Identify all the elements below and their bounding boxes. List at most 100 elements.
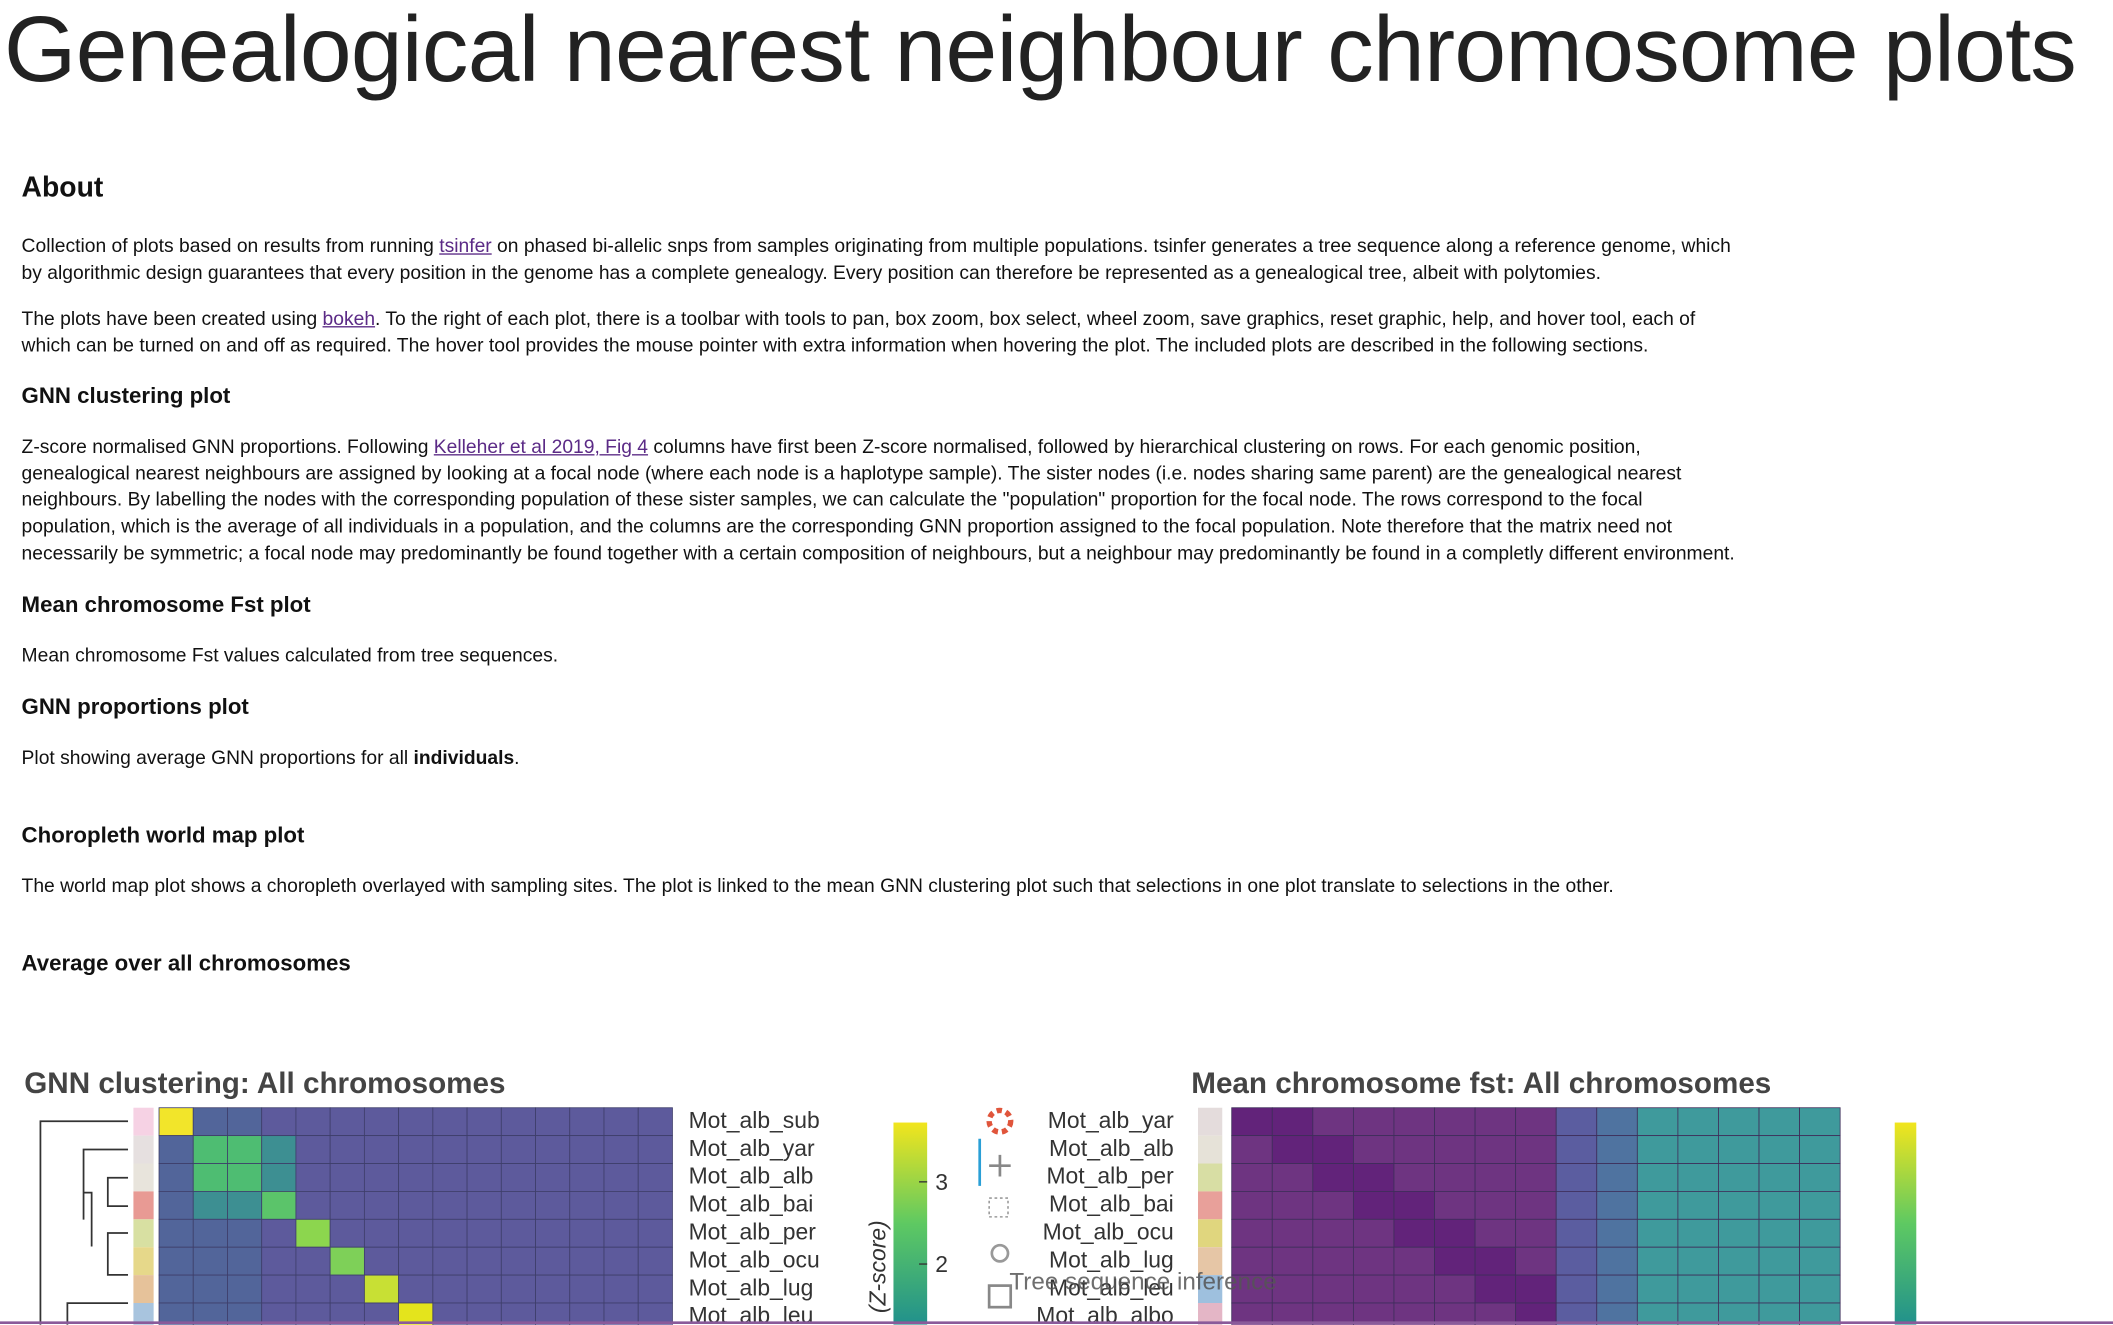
heatmap-cell: [466, 1107, 502, 1137]
row-label: Mot_alb_leu: [1049, 1274, 1174, 1300]
text: on phased bi-allelic snps from samples o…: [21, 235, 1731, 284]
heatmap-cell: [1596, 1274, 1638, 1304]
heatmap-cell: [1758, 1274, 1800, 1304]
heatmap-cell: [1393, 1191, 1435, 1220]
heatmap-cell: [398, 1191, 434, 1220]
heatmap-cell: [227, 1246, 263, 1276]
heatmap-cell: [398, 1274, 434, 1304]
heatmap-cell: [535, 1163, 571, 1192]
heatmap-cell: [1758, 1163, 1800, 1192]
heatmap-cell: [569, 1163, 605, 1192]
row-label: Mot_alb_bai: [689, 1191, 814, 1217]
heatmap-cell: [1474, 1246, 1517, 1276]
heatmap-cell: [1271, 1191, 1314, 1220]
plots: GNN clustering: All chromosomes Mot_alb_s…: [0, 1067, 2113, 1325]
heatmap-cell: [637, 1218, 673, 1248]
tool-save: [987, 1284, 1013, 1309]
link[interactable]: Kelleher et al 2019, Fig 4: [433, 436, 649, 459]
heatmap-cell: [1434, 1191, 1476, 1220]
heatmap-cell: [1515, 1135, 1557, 1164]
colorbar: [893, 1122, 928, 1325]
heatmap-cell: [1393, 1135, 1435, 1164]
heatmap-cell: [1434, 1163, 1476, 1192]
heatmap-cell: [192, 1218, 228, 1248]
heatmap-cell: [1312, 1135, 1354, 1164]
heatmap-cell: [1393, 1274, 1435, 1304]
heatmap-cell: [1799, 1246, 1841, 1276]
heatmap-cell: [192, 1191, 228, 1220]
heatmap-cell: [227, 1135, 263, 1164]
tool-wheel: [990, 1243, 1010, 1263]
heatmap-cell: [363, 1163, 400, 1192]
section-heading: Mean chromosome Fst plot: [21, 592, 311, 618]
heatmap-cell: [500, 1135, 536, 1164]
heatmap-cell: [261, 1246, 297, 1276]
heatmap-cell: [295, 1107, 331, 1137]
section-heading: Choropleth world map plot: [21, 823, 305, 848]
paragraph: The world map plot shows a choropleth ov…: [22, 875, 1740, 902]
heatmap-cell: [1636, 1107, 1679, 1137]
heatmap-cell: [1636, 1135, 1679, 1164]
heatmap-cell: [432, 1246, 468, 1276]
heatmap-cell: [1352, 1218, 1395, 1248]
heatmap-cell: [1718, 1274, 1760, 1304]
heatmap-cell: [1515, 1218, 1557, 1248]
heatmap-cell: [569, 1218, 605, 1248]
heatmap-cell: [295, 1274, 331, 1304]
text: Mean chromosome Fst values calculated fr…: [21, 645, 559, 668]
section-heading: Average over all chromosomes: [21, 951, 351, 976]
heatmap-cell: [1799, 1135, 1841, 1164]
row-color: [1198, 1191, 1223, 1220]
heatmap-cell: [1799, 1163, 1841, 1192]
row-color: [133, 1275, 154, 1303]
heatmap-cell: [329, 1218, 365, 1248]
heatmap-cell: [1799, 1191, 1841, 1220]
heatmap-cell: [1718, 1246, 1760, 1276]
heatmap-cell: [398, 1218, 434, 1248]
heatmap-cell: [1231, 1246, 1273, 1276]
link[interactable]: bokeh: [322, 308, 376, 331]
paragraph: Z-score normalised GNN proportions. Foll…: [22, 435, 1740, 568]
heatmap-cell: [500, 1246, 536, 1276]
heatmap-cell: [1636, 1274, 1679, 1304]
heatmap-cell: [1474, 1191, 1517, 1220]
heatmap-cell: [261, 1218, 297, 1248]
heatmap-cell: [1555, 1246, 1598, 1276]
heatmap-cell: [603, 1274, 639, 1304]
link[interactable]: tsinfer: [439, 235, 492, 258]
heatmap-cell: [432, 1218, 468, 1248]
paragraph: The plots have been created using bokeh.…: [22, 307, 1740, 360]
heatmap-cell: [1799, 1274, 1841, 1304]
heatmap-cell: [466, 1218, 502, 1248]
heatmap-cell: [1596, 1107, 1638, 1137]
heatmap-cell: [1718, 1218, 1760, 1248]
heatmap-cell: [1474, 1107, 1517, 1137]
heatmap-cell: [1555, 1163, 1598, 1192]
heatmap-cell: [1312, 1218, 1354, 1248]
row-label: Mot_alb_lug: [1049, 1246, 1174, 1272]
heatmap-cell: [1231, 1274, 1273, 1304]
heatmap-cell: [1758, 1218, 1800, 1248]
row-color: [1198, 1302, 1223, 1325]
heatmap-cell: [363, 1191, 400, 1220]
heatmap-cell: [466, 1191, 502, 1220]
row-color: [1198, 1163, 1223, 1192]
heatmap-cell: [1474, 1274, 1517, 1304]
heatmap-cell: [569, 1107, 605, 1137]
heatmap-cell: [158, 1107, 194, 1137]
section-heading: GNN proportions plot: [21, 695, 249, 720]
heatmap-cell: [1555, 1274, 1598, 1304]
paragraph: Plot showing average GNN proportions for…: [22, 747, 1740, 774]
heatmap-cell: [1434, 1135, 1476, 1164]
heatmap-cell: [1596, 1191, 1638, 1220]
heatmap-cell: [535, 1135, 571, 1164]
row-label: Mot_alb_sub: [689, 1107, 820, 1133]
tool-pan: [989, 1154, 1011, 1177]
heatmap-cell: [363, 1246, 400, 1276]
row-color: [133, 1163, 154, 1192]
heatmap-cell: [1799, 1218, 1841, 1248]
heatmap-cell: [466, 1246, 502, 1276]
colorbar: [1894, 1122, 1917, 1325]
heatmap-cell: [1555, 1135, 1598, 1164]
heatmap-cell: [363, 1218, 400, 1248]
